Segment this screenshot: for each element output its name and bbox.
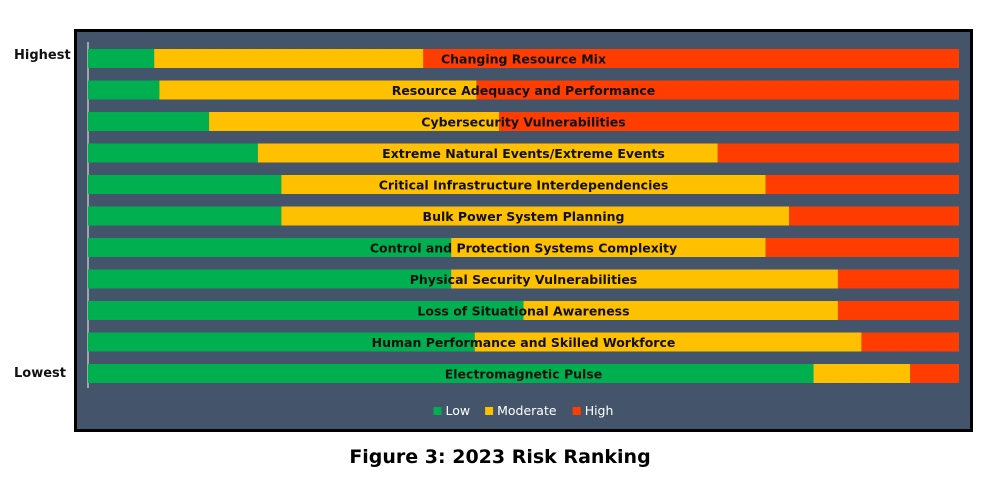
category-label-8: Loss of Situational Awareness	[417, 304, 629, 319]
category-label-6: Control and Protection Systems Complexit…	[370, 241, 677, 256]
bar-high-6	[765, 238, 959, 257]
legend-swatch-moderate	[485, 407, 494, 415]
bar-moderate-6	[451, 238, 766, 257]
category-label-4: Critical Infrastructure Interdependencie…	[379, 178, 669, 193]
bar-moderate-1	[159, 80, 477, 100]
risk-ranking-chart: Changing Resource Mix Resource Adequacy a…	[87, 42, 960, 418]
bar-high-9	[861, 332, 959, 352]
bar-moderate-3	[257, 143, 718, 163]
category-label-2: Cybersecurity Vulnerabilities	[421, 115, 625, 130]
bar-moderate-5	[281, 206, 790, 226]
bar-high-2	[499, 112, 959, 131]
bar-moderate-10	[813, 364, 911, 383]
category-label-3: Extreme Natural Events/Extreme Events	[382, 146, 665, 161]
bar-high-8	[837, 301, 959, 320]
category-label-0: Changing Resource Mix	[441, 52, 606, 67]
bar-low-3	[88, 143, 258, 163]
bar-low-6	[88, 238, 452, 257]
bar-moderate-7	[451, 269, 838, 289]
bar-low-10	[88, 364, 814, 383]
bar-low-9	[88, 332, 475, 352]
bar-high-3	[717, 143, 959, 163]
bar-low-5	[88, 206, 282, 226]
category-label-9: Human Performance and Skilled Workforce	[372, 335, 676, 350]
bar-low-1	[88, 80, 160, 100]
category-label-10: Electromagnetic Pulse	[445, 367, 603, 382]
legend-swatch-high	[572, 407, 581, 415]
bar-low-4	[88, 175, 282, 194]
bar-moderate-8	[523, 301, 838, 320]
chart-panel: Changing Resource Mix Resource Adequacy a…	[74, 29, 973, 432]
bar-high-7	[837, 269, 959, 289]
bar-high-5	[789, 206, 959, 226]
bar-low-2	[88, 112, 210, 131]
bar-high-4	[765, 175, 959, 194]
bar-moderate-0	[154, 49, 424, 68]
lowest-label: Lowest	[14, 366, 66, 381]
bar-high-10	[910, 364, 959, 383]
legend-swatch-low	[433, 407, 442, 415]
category-label-1: Resource Adequacy and Performance	[392, 83, 656, 98]
bar-moderate-2	[209, 112, 500, 131]
bar-high-0	[423, 49, 960, 68]
bar-high-1	[476, 80, 959, 100]
highest-label: Highest	[14, 48, 71, 63]
bar-low-7	[88, 269, 452, 289]
bar-low-0	[88, 49, 155, 68]
category-label-7: Physical Security Vulnerabilities	[410, 272, 638, 287]
bar-moderate-9	[474, 332, 862, 352]
legend-label-high: High	[585, 403, 614, 418]
bar-moderate-4	[281, 175, 766, 194]
figure-caption: Figure 3: 2023 Risk Ranking	[349, 446, 651, 468]
bar-low-8	[88, 301, 524, 320]
legend-label-moderate: Moderate	[497, 403, 557, 418]
category-label-5: Bulk Power System Planning	[423, 209, 625, 224]
legend-label-low: Low	[446, 403, 471, 418]
